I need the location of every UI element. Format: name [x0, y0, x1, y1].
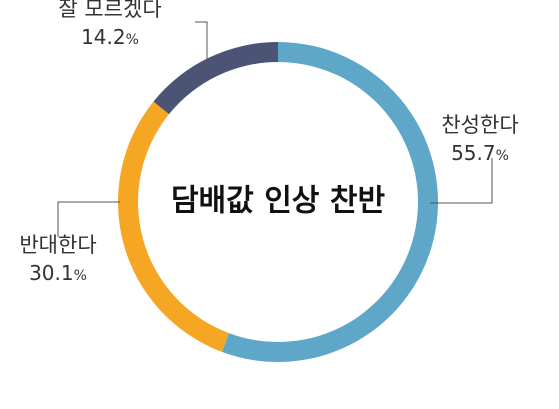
- slice-label-unsure: 잘 모르겠다: [58, 0, 161, 21]
- chart-title: 담배값 인상 찬반: [171, 184, 385, 219]
- leader-line-oppose: [57, 201, 120, 237]
- data-label-unsure: 14.2%: [81, 25, 139, 49]
- leader-line-agree: [430, 158, 493, 204]
- slices: [117, 42, 438, 363]
- slice-unsure: [153, 42, 278, 115]
- leader-lines: [57, 21, 493, 237]
- slice-labels: 찬성한다 55.7% 반대한다 30.1% 잘 모르겠다 14.2%: [19, 0, 518, 285]
- slice-oppose: [117, 101, 229, 352]
- slice-label-agree: 찬성한다: [441, 113, 518, 137]
- slice-label-oppose: 반대한다: [19, 233, 96, 257]
- data-label-oppose: 30.1%: [29, 261, 87, 285]
- leader-line-unsure: [195, 21, 208, 70]
- data-label-agree: 55.7%: [451, 141, 509, 165]
